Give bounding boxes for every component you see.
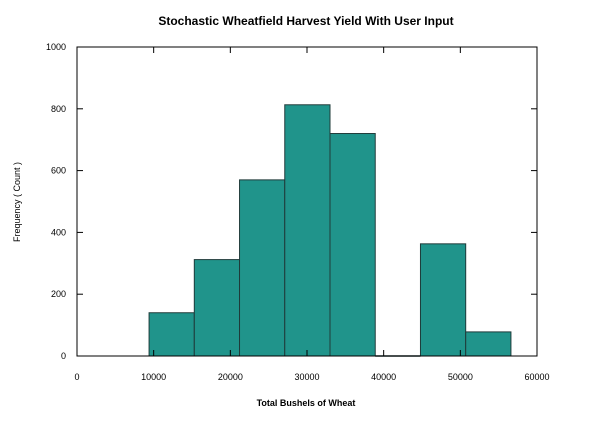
y-tick-label: 800 [51,104,66,114]
y-tick-label: 600 [51,166,66,176]
histogram-bar [148,312,195,357]
x-tick-label: 50000 [448,372,473,382]
histogram-bar [239,179,286,357]
histogram-bar [419,243,467,357]
x-tick-label: 0 [74,372,79,382]
y-tick-label: 0 [61,351,66,361]
y-tick-label: 400 [51,227,66,237]
bars-layer [148,104,512,357]
histogram-bar [284,104,331,357]
x-tick-label: 40000 [371,372,396,382]
x-tick-label: 60000 [524,372,549,382]
histogram-bar [193,259,241,357]
y-tick-label: 200 [51,289,66,299]
x-tick-label: 10000 [141,372,166,382]
histogram-bar [465,331,512,357]
y-axis-label: Frequency ( Count ) [12,162,22,242]
chart-title: Stochastic Wheatfield Harvest Yield With… [158,14,453,28]
histogram-bar [329,133,376,357]
y-tick-label: 1000 [46,42,66,52]
axis-ticks: 0 10000 20000 30000 40000 50000 60000 0 200 400 60… [46,42,550,382]
x-tick-label: 30000 [294,372,319,382]
x-axis-label: Total Bushels of Wheat [257,398,356,408]
x-tick-label: 20000 [218,372,243,382]
